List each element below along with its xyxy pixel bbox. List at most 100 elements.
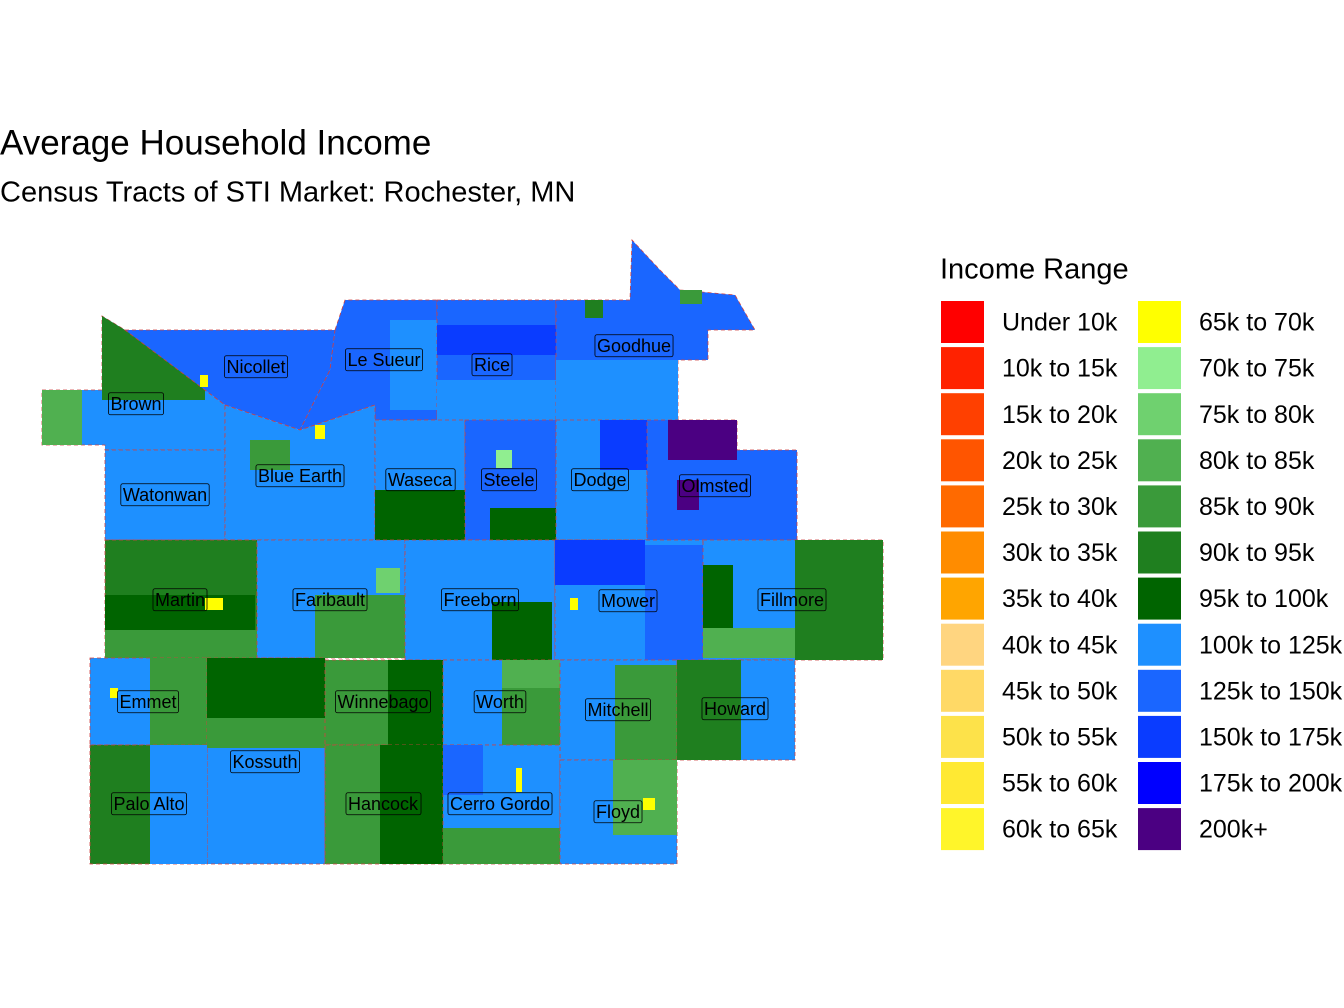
- county-label: Faribault: [295, 590, 365, 610]
- label-box: [255, 464, 345, 488]
- county-label: Howard: [704, 699, 766, 719]
- county-labels: Brown Nicollet Le Sueur Rice Goodhue Wat…: [108, 334, 827, 824]
- label-box: [345, 792, 422, 816]
- county-label: Worth: [476, 692, 524, 712]
- label-box: [679, 474, 751, 498]
- legend-label: 200k+: [1199, 816, 1268, 844]
- legend-swatch: [1138, 669, 1181, 712]
- legend-label: 90k to 95k: [1199, 539, 1315, 567]
- legend-swatch: [1138, 623, 1181, 666]
- county-label: Waseca: [388, 470, 453, 490]
- legend-label: 80k to 85k: [1199, 447, 1315, 475]
- tract: [376, 568, 400, 593]
- county-label: Olmsted: [681, 476, 748, 496]
- label-box: [152, 588, 208, 612]
- legend-label: 100k to 125k: [1199, 631, 1343, 659]
- tract: [102, 316, 205, 400]
- legend-swatch: [941, 301, 984, 343]
- subtitle: Census Tracts of STI Market: Rochester, …: [0, 177, 575, 209]
- label-box: [345, 348, 423, 372]
- label-box: [441, 588, 519, 612]
- label-box: [585, 698, 651, 722]
- legend-label: 55k to 60k: [1002, 770, 1118, 798]
- tract: [703, 565, 733, 630]
- label-box: [571, 468, 629, 492]
- legend-label: 50k to 55k: [1002, 724, 1118, 752]
- tract: [200, 375, 208, 387]
- legend-label: 75k to 80k: [1199, 401, 1315, 429]
- tract: [555, 540, 645, 585]
- tract: [205, 598, 223, 610]
- county-label: Hancock: [348, 794, 419, 814]
- label-box: [111, 792, 187, 816]
- county-label: Martin: [155, 590, 205, 610]
- legend-title: Income Range: [940, 254, 1129, 286]
- legend-label: 175k to 200k: [1199, 770, 1343, 798]
- legend-swatch: [941, 577, 984, 620]
- county-label: Palo Alto: [113, 794, 184, 814]
- legend-label: 45k to 50k: [1002, 677, 1118, 705]
- label-box: [224, 355, 288, 379]
- label-box: [481, 468, 537, 492]
- tract: [496, 450, 512, 468]
- tract: [105, 630, 257, 658]
- title: Average Household Income: [0, 123, 431, 162]
- tract: [585, 300, 603, 318]
- label-box: [598, 589, 658, 613]
- label-box: [471, 353, 513, 377]
- county-label: Goodhue: [597, 336, 671, 356]
- legend-label: 65k to 70k: [1199, 309, 1315, 337]
- legend-label: 15k to 20k: [1002, 401, 1118, 429]
- legend-label: 20k to 25k: [1002, 447, 1118, 475]
- county-label: Watonwan: [123, 485, 207, 505]
- legend-swatch: [941, 715, 984, 758]
- tract: [105, 595, 255, 630]
- label-box: [385, 468, 456, 492]
- tract: [677, 480, 699, 510]
- legend-swatch: [941, 485, 984, 528]
- legend-swatch: [941, 439, 984, 482]
- county-label: Brown: [110, 394, 161, 414]
- legend-label: 150k to 175k: [1199, 724, 1343, 752]
- tract: [207, 658, 325, 718]
- tract: [443, 828, 560, 864]
- legend-label: 95k to 100k: [1199, 585, 1329, 613]
- legend-swatch: [941, 762, 984, 804]
- label-box: [593, 800, 643, 824]
- tract: [643, 798, 655, 810]
- legend-label: 70k to 75k: [1199, 355, 1315, 383]
- label-box: [447, 792, 553, 816]
- tract: [380, 745, 443, 864]
- county-label: Emmet: [119, 692, 176, 712]
- tract: [615, 665, 677, 760]
- label-box: [594, 334, 674, 358]
- tract: [437, 325, 556, 355]
- legend-swatch: [1138, 347, 1181, 390]
- legend-swatch: [1138, 577, 1181, 620]
- map: [41, 239, 884, 865]
- legend-label: 25k to 30k: [1002, 493, 1118, 521]
- county-label: Blue Earth: [258, 466, 342, 486]
- tract: [668, 420, 737, 460]
- county-label: Rice: [474, 355, 510, 375]
- label-box: [292, 588, 368, 612]
- legend-label: 30k to 35k: [1002, 539, 1118, 567]
- tract: [150, 745, 207, 864]
- tract: [645, 545, 703, 660]
- legend-swatch: [1138, 531, 1181, 574]
- legend-label: 60k to 65k: [1002, 816, 1118, 844]
- tract: [516, 768, 522, 792]
- county-label: Steele: [483, 470, 534, 490]
- tract: [388, 660, 443, 745]
- tract: [600, 420, 647, 470]
- county-label: Kossuth: [232, 752, 297, 772]
- county-label: Dodge: [573, 470, 626, 490]
- tract: [110, 688, 118, 698]
- tract: [556, 360, 678, 420]
- label-box: [117, 690, 179, 714]
- tract: [570, 598, 578, 610]
- tract: [677, 660, 741, 760]
- legend-label: 35k to 40k: [1002, 585, 1118, 613]
- legend-swatch: [1138, 485, 1181, 528]
